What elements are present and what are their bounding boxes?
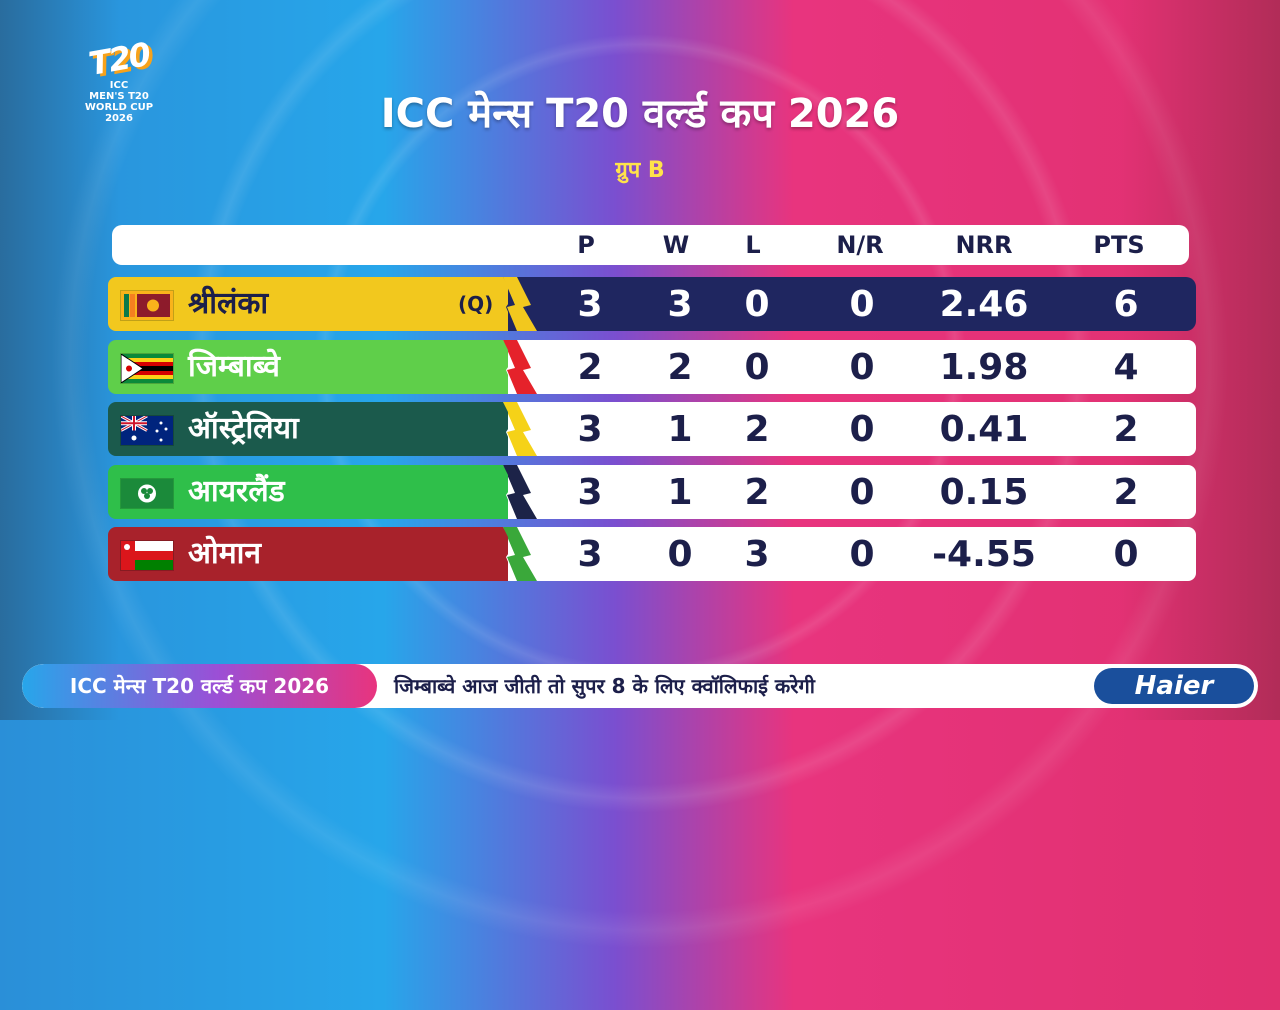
zimbabwe-flag-icon [120, 353, 174, 384]
ireland-flag-icon [120, 478, 174, 509]
col-header-lost: L [745, 231, 761, 259]
t20-logo-icon: T20 [85, 35, 153, 83]
cell-won: 0 [667, 534, 693, 575]
cell-nrr: 0.15 [939, 472, 1029, 513]
t20-world-cup-logo: T20 ICC MEN'S T20 WORLD CUP 2026 [78, 35, 160, 124]
row-stats-panel [488, 527, 1196, 581]
team-panel: आयरलैंड [108, 465, 508, 519]
cell-no-result: 0 [849, 534, 875, 575]
cell-lost: 3 [744, 534, 770, 575]
col-header-played: P [577, 231, 595, 259]
team-panel: ओमान [108, 527, 508, 581]
stadium-background-left [0, 0, 120, 720]
cell-played: 3 [577, 534, 603, 575]
cell-played: 3 [577, 284, 603, 325]
table-row: जिम्बाब्वे 2 2 0 0 1.98 4 [108, 340, 1196, 394]
table-row: ऑस्ट्रेलिया 3 1 2 0 0.41 2 [108, 402, 1196, 456]
cell-won: 3 [667, 284, 693, 325]
cell-no-result: 0 [849, 347, 875, 388]
team-name: श्रीलंका [188, 286, 269, 321]
row-stats-panel [488, 465, 1196, 519]
cell-points: 0 [1113, 534, 1139, 575]
ticker-text: जिम्बाब्वे आज जीती तो सुपर 8 के लिए क्वॉ… [394, 674, 815, 698]
qualified-badge: (Q) [458, 292, 494, 316]
team-panel: ऑस्ट्रेलिया [108, 402, 508, 456]
cell-lost: 2 [744, 409, 770, 450]
cell-played: 3 [577, 409, 603, 450]
cell-nrr: 1.98 [939, 347, 1029, 388]
cell-points: 6 [1113, 284, 1139, 325]
cell-points: 2 [1113, 472, 1139, 513]
ticker-label: ICC मेन्स T20 वर्ल्ड कप 2026 [22, 664, 377, 708]
cell-won: 1 [667, 409, 693, 450]
team-name: ऑस्ट्रेलिया [188, 411, 299, 446]
team-panel: श्रीलंका (Q) [108, 277, 508, 331]
cell-no-result: 0 [849, 472, 875, 513]
logo-line: MEN'S T20 [89, 91, 149, 102]
table-row: श्रीलंका (Q) 3 3 0 0 2.46 6 [108, 277, 1196, 331]
cell-nrr: -4.55 [932, 534, 1036, 575]
team-name: ओमान [188, 536, 262, 571]
table-row: ओमान 3 0 3 0 -4.55 0 [108, 527, 1196, 581]
team-name: आयरलैंड [188, 474, 285, 509]
cell-nrr: 2.46 [939, 284, 1029, 325]
col-header-no-result: N/R [836, 231, 884, 259]
news-ticker: ICC मेन्स T20 वर्ल्ड कप 2026 जिम्बाब्वे … [22, 664, 1258, 708]
table-header: P W L N/R NRR PTS [112, 225, 1189, 265]
team-name: जिम्बाब्वे [188, 349, 280, 384]
australia-flag-icon [120, 415, 174, 446]
row-stats-panel [488, 277, 1196, 331]
team-panel: जिम्बाब्वे [108, 340, 508, 394]
logo-line: WORLD CUP [84, 102, 154, 113]
logo-line: 2026 [105, 113, 133, 124]
cell-no-result: 0 [849, 284, 875, 325]
col-header-won: W [662, 231, 690, 259]
cell-played: 3 [577, 472, 603, 513]
group-label: ग्रुप B [615, 158, 665, 183]
cell-lost: 0 [744, 347, 770, 388]
cell-played: 2 [577, 347, 603, 388]
logo-line: ICC [109, 80, 129, 91]
cell-nrr: 0.41 [939, 409, 1029, 450]
sri-lanka-flag-icon [120, 290, 174, 321]
page-title: ICC मेन्स T20 वर्ल्ड कप 2026 [380, 91, 900, 137]
oman-flag-icon [120, 540, 174, 571]
sponsor-logo: Haier [1094, 668, 1254, 704]
cell-lost: 0 [744, 284, 770, 325]
table-row: आयरलैंड 3 1 2 0 0.15 2 [108, 465, 1196, 519]
row-stats-panel [488, 402, 1196, 456]
row-stats-panel [488, 340, 1196, 394]
cell-won: 2 [667, 347, 693, 388]
cell-points: 4 [1113, 347, 1139, 388]
cell-no-result: 0 [849, 409, 875, 450]
col-header-points: PTS [1093, 231, 1145, 259]
cell-won: 1 [667, 472, 693, 513]
col-header-nrr: NRR [955, 231, 1013, 259]
cell-points: 2 [1113, 409, 1139, 450]
cell-lost: 2 [744, 472, 770, 513]
